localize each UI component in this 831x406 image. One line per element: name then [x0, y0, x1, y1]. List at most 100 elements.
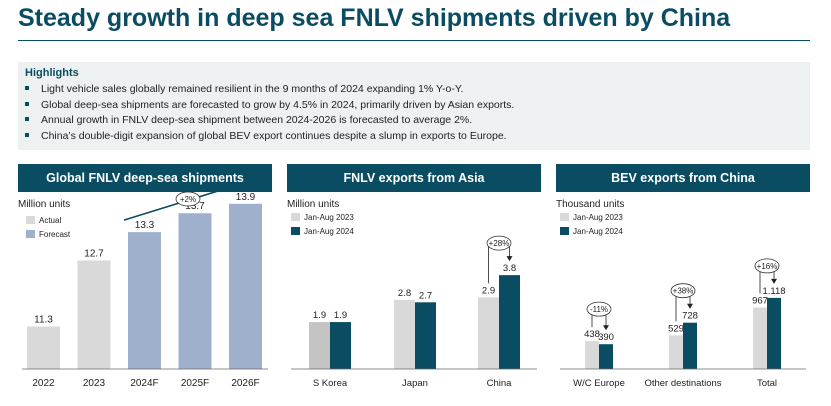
highlights-heading: Highlights: [25, 67, 79, 79]
annotation-bubble: [486, 235, 512, 251]
legend-label: Jan-Aug 2023: [304, 213, 354, 222]
bar: [330, 322, 351, 369]
bullet-icon: [25, 86, 29, 90]
data-label: 2.8: [398, 288, 411, 299]
annotation-label: +38%: [673, 287, 694, 296]
unit-label: Million units: [287, 199, 340, 210]
data-label: 1.9: [334, 310, 347, 321]
bar: [394, 299, 415, 369]
data-label: 3.8: [503, 263, 516, 274]
data-label: 11.3: [34, 315, 53, 326]
annotation-bubble: [175, 191, 201, 207]
data-label: 967: [752, 295, 768, 306]
chart-title: BEV exports from China: [556, 164, 810, 192]
title-divider: [18, 40, 810, 41]
highlight-text: China’s double-digit expansion of global…: [41, 129, 507, 142]
tick-label: Total: [757, 378, 777, 389]
data-label: 12.7: [84, 248, 104, 259]
arrow-head: [771, 278, 777, 284]
highlights-list: Light vehicle sales globally remained re…: [25, 82, 514, 144]
bar: [128, 232, 161, 369]
bar: [415, 302, 436, 369]
tick-label: Other destinations: [644, 378, 721, 389]
bar: [229, 203, 262, 369]
data-label: 390: [598, 332, 614, 343]
highlight-text: Global deep-sea shipments are forecasted…: [41, 98, 515, 111]
data-label: 2.7: [419, 290, 432, 301]
tick-label: W/C Europe: [573, 378, 625, 389]
legend-swatch: [560, 213, 569, 221]
arrow-head: [687, 303, 693, 309]
chart-global-shipments: Actual Forecast 11.3 2022 12.7 2023 13.3 2024F 1…: [22, 176, 268, 389]
legend-label: Jan-Aug 2024: [304, 227, 354, 236]
highlight-item: Annual growth in FNLV deep-sea shipment …: [25, 113, 514, 129]
chart-panel-global-shipments: Global FNLV deep-sea shipments Million u…: [18, 164, 272, 398]
bar: [585, 341, 599, 369]
tick-label: 2024F: [130, 378, 158, 389]
annotation-label: +16%: [757, 262, 778, 271]
chart-panel-asia-exports: FNLV exports from Asia Million units Jan…: [287, 164, 541, 398]
legend-label: Jan-Aug 2023: [573, 213, 623, 222]
annotation-bubble: [586, 301, 612, 317]
bar: [77, 260, 111, 369]
highlight-item: China’s double-digit expansion of global…: [25, 129, 514, 145]
legend-swatch: [26, 216, 35, 224]
annotation-bubble: [754, 258, 780, 274]
trend-arrow-head: [252, 176, 260, 183]
legend-swatch: [560, 227, 569, 235]
page-title: Steady growth in deep sea FNLV shipments…: [18, 4, 731, 32]
legend-label: Jan-Aug 2024: [573, 227, 623, 236]
chart-title: Global FNLV deep-sea shipments: [18, 164, 272, 192]
bar: [178, 213, 212, 369]
unit-label: Thousand units: [556, 199, 625, 210]
highlight-text: Annual growth in FNLV deep-sea shipment …: [41, 114, 473, 127]
highlight-item: Global deep-sea shipments are forecasted…: [25, 98, 514, 114]
data-label: 13.9: [236, 192, 256, 203]
data-label: 728: [682, 311, 698, 322]
legend-swatch: [291, 213, 300, 221]
tick-label: 2023: [83, 378, 106, 389]
highlight-text: Light vehicle sales globally remained re…: [41, 83, 464, 95]
data-label: 13.7: [185, 201, 205, 212]
chart-asia-exports: Jan-Aug 2023 Jan-Aug 2024 1.9 1.9 S Korea 2.8…: [291, 213, 537, 389]
highlight-item: Light vehicle sales globally remained re…: [25, 82, 514, 98]
tick-label: China: [487, 378, 513, 389]
annotation-label: -11%: [590, 305, 608, 314]
legend-label: Actual: [39, 216, 61, 225]
highlights-box: Highlights Light vehicle sales globally …: [18, 62, 810, 150]
arrow-head: [506, 256, 513, 262]
bullet-icon: [25, 101, 29, 106]
bullet-icon: [25, 132, 29, 137]
legend-swatch: [26, 230, 35, 238]
annotation-label: +2%: [180, 195, 196, 204]
bar: [767, 297, 781, 369]
tick-label: 2025F: [181, 378, 209, 389]
legend-label: Forecast: [39, 230, 71, 239]
bar: [27, 326, 60, 369]
bar: [683, 322, 697, 369]
annotation-label: +28%: [489, 239, 510, 248]
legend-swatch: [291, 227, 300, 235]
annotation-bubble: [670, 283, 696, 299]
bar: [669, 335, 683, 369]
bar: [309, 322, 330, 369]
data-label: 529: [668, 323, 684, 334]
bar: [499, 275, 520, 369]
tick-label: 2022: [32, 378, 55, 389]
bar: [599, 344, 613, 369]
arrow-head: [603, 325, 609, 331]
data-label: 1.9: [313, 310, 326, 321]
data-label: 13.3: [135, 220, 155, 231]
tick-label: Japan: [402, 378, 428, 389]
unit-label: Million units: [18, 199, 71, 210]
bullet-icon: [25, 117, 29, 122]
bar: [753, 307, 767, 369]
chart-title: FNLV exports from Asia: [287, 164, 541, 192]
data-label: 2.9: [482, 285, 495, 296]
data-label: 1.118: [762, 286, 785, 297]
tick-label: 2026F: [231, 378, 259, 389]
bar: [478, 297, 499, 369]
tick-label: S Korea: [313, 378, 348, 389]
data-label: 438: [584, 329, 600, 340]
